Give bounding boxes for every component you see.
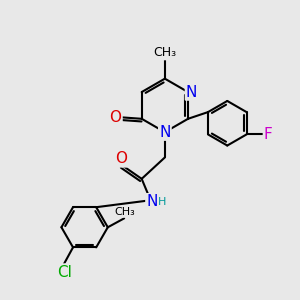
Text: H: H	[158, 197, 166, 207]
Text: CH₃: CH₃	[114, 207, 135, 217]
Text: F: F	[264, 127, 273, 142]
Text: O: O	[115, 152, 127, 166]
Text: Cl: Cl	[57, 265, 71, 280]
Text: N: N	[146, 194, 158, 209]
Text: CH₃: CH₃	[153, 46, 176, 59]
Text: O: O	[110, 110, 122, 125]
Text: N: N	[159, 125, 170, 140]
Text: N: N	[186, 85, 197, 100]
